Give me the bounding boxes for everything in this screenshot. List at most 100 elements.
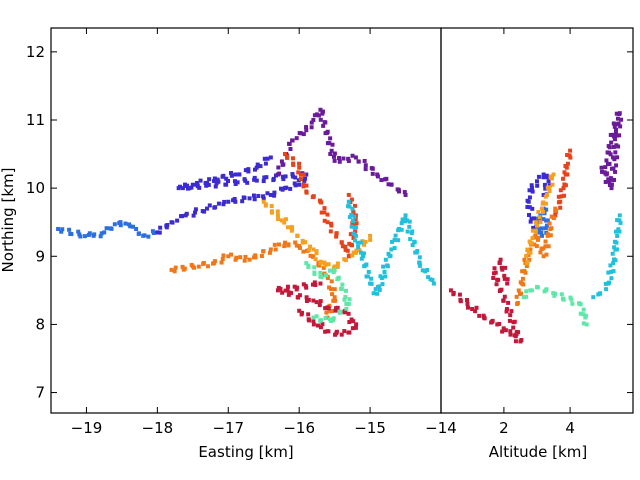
data-point [136,231,141,236]
data-point [516,288,521,293]
data-point [545,175,550,180]
data-point [529,183,534,188]
data-point [313,282,318,287]
data-point [301,184,306,189]
data-point [123,221,128,226]
data-point [508,329,513,334]
data-point [92,232,97,237]
data-point [409,231,414,236]
data-point [280,187,285,192]
data-point [315,323,320,328]
data-point [618,220,623,225]
data-point [226,254,231,259]
data-point [316,262,321,267]
data-point [337,159,342,164]
data-point [359,256,364,261]
data-point [612,245,617,250]
data-point [312,280,317,285]
data-point [335,277,340,282]
data-point [368,233,373,238]
data-point [329,148,334,153]
data-point [614,111,619,116]
data-point [536,237,541,242]
data-point [393,233,398,238]
data-point [353,233,358,238]
data-point [606,270,611,275]
data-point [578,311,583,316]
data-point [377,287,382,292]
data-point [614,229,619,234]
data-point [508,313,513,318]
data-point [285,154,290,159]
data-point [246,169,251,174]
data-point [615,155,620,160]
data-point [503,265,508,270]
data-point [420,268,425,273]
data-point [350,153,355,158]
data-point [234,255,239,260]
easting-points-layer [56,107,436,337]
data-point [351,236,356,241]
data-point [247,196,252,201]
data-point [175,218,180,223]
data-point [604,158,609,163]
data-point [254,178,259,183]
data-point [282,244,287,249]
data-point [263,161,268,166]
data-point [321,123,326,128]
data-point [263,202,268,207]
data-point [301,132,306,137]
data-point [533,220,538,225]
data-point [288,186,293,191]
data-point [331,316,336,321]
data-point [204,183,209,188]
data-point [544,287,549,292]
data-point [319,210,324,215]
data-point [297,131,302,136]
data-point [319,200,324,205]
data-point [521,295,526,300]
data-point [279,159,284,164]
data-point [320,322,325,327]
data-point [426,275,431,280]
data-point [193,210,198,215]
data-point [334,234,339,239]
data-point [533,228,538,233]
data-point [164,225,169,230]
data-point [616,122,621,127]
data-point [473,309,478,314]
data-point [322,206,327,211]
data-point [320,111,325,116]
data-point [283,288,288,293]
data-point [527,239,532,244]
data-point [389,182,394,187]
data-point [613,150,618,155]
x-tick-label: −19 [71,419,103,437]
data-point [198,178,203,183]
data-point [346,199,351,204]
data-point [264,175,269,180]
data-point [603,281,608,286]
data-point [344,306,349,311]
data-point [611,132,616,137]
data-point [535,223,539,228]
data-point [542,182,547,187]
data-point [584,322,589,327]
data-point [559,194,564,199]
data-point [276,217,281,222]
data-point [219,260,224,265]
data-point [346,156,351,161]
data-point [329,223,334,228]
data-point [297,182,302,187]
data-point [259,253,264,258]
x-tick-label: −17 [212,419,244,437]
data-point [295,233,300,238]
data-point [375,291,380,296]
data-point [619,117,624,122]
data-point [131,224,136,229]
data-point [297,161,302,166]
data-point [276,285,281,290]
data-point [304,299,309,304]
data-point [282,220,287,225]
